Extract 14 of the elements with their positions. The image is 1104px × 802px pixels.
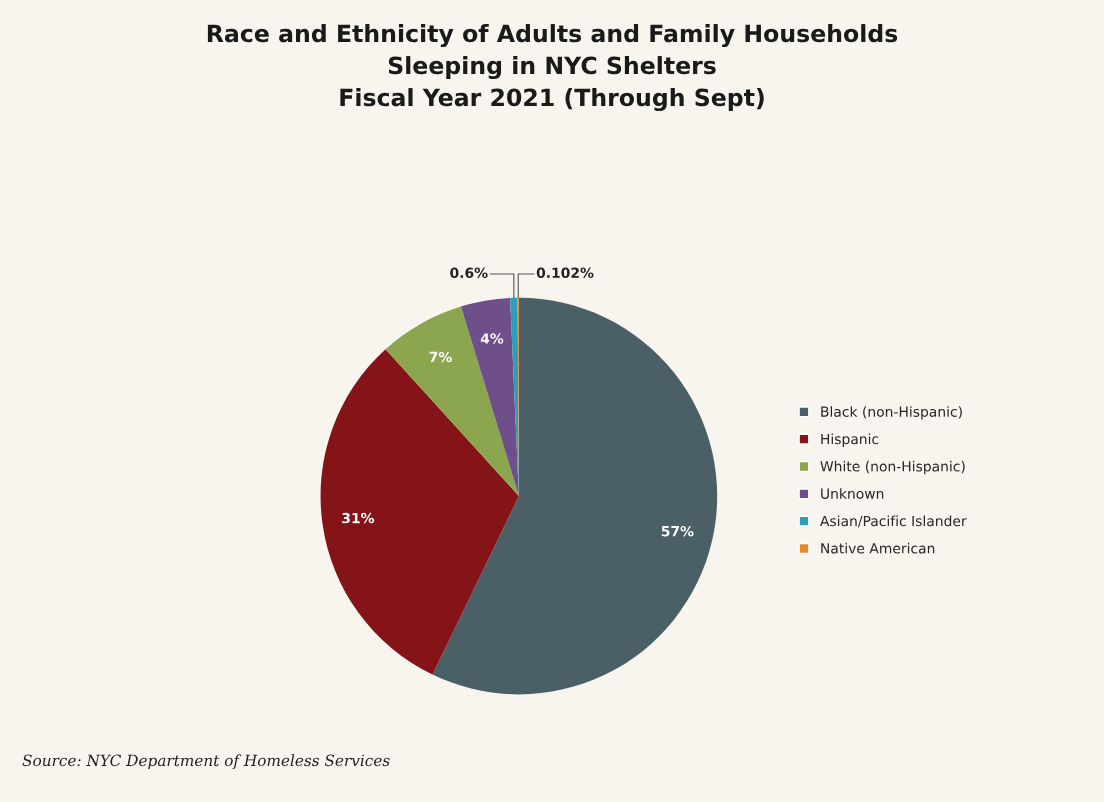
legend-label: Native American <box>821 542 935 554</box>
legend-label: Unknown <box>821 488 884 499</box>
legend-label: Black (non-Hispanic) <box>821 406 962 420</box>
data-label: 31% <box>342 512 375 524</box>
data-label: 7% <box>429 351 452 363</box>
legend-label: Asian/Pacific Islander <box>820 515 967 528</box>
legend-label: Hispanic <box>821 433 879 447</box>
data-label: 4% <box>480 333 504 344</box>
legend-label: White (non-Hispanic) <box>820 460 965 475</box>
chart-title: Race and Ethnicity of Adults and Family Households Sleeping in NYC Shelters Fiscal Year 2021 (Through Sept) <box>207 24 898 112</box>
source-note: Source: NYC Department of Homeless Services <box>22 754 390 770</box>
data-label: 0.102% <box>536 267 594 278</box>
data-label: 57% <box>661 525 694 537</box>
data-label: 0.6% <box>450 267 488 279</box>
